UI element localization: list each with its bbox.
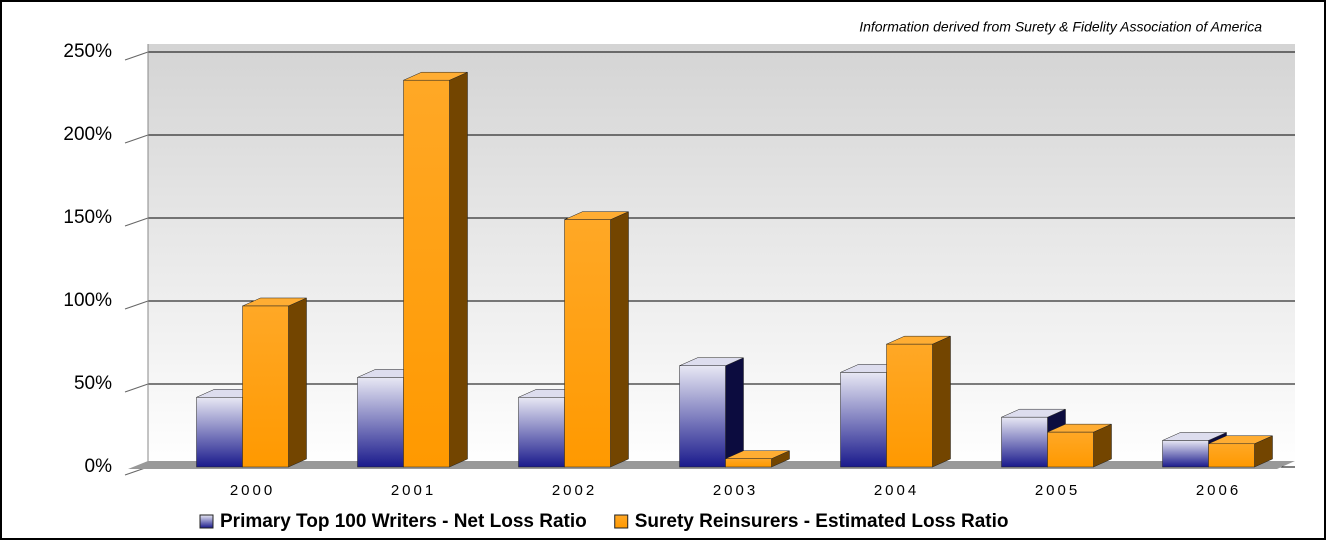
bar	[1162, 440, 1209, 468]
bar	[403, 79, 450, 468]
bar	[518, 397, 565, 468]
y-tick-label: 100%	[63, 290, 112, 311]
tick-mark	[124, 51, 149, 61]
bar-side	[610, 211, 629, 468]
bar	[1208, 443, 1255, 468]
legend-label: Primary Top 100 Writers - Net Loss Ratio	[220, 511, 587, 532]
y-tick-label: 50%	[74, 373, 112, 394]
tick-mark	[124, 217, 149, 227]
bar-side	[725, 357, 744, 468]
bar	[679, 365, 726, 468]
legend-swatch	[614, 514, 629, 529]
annotation: Information derived from Surety & Fideli…	[859, 19, 1262, 35]
bar	[725, 458, 772, 468]
tick-mark	[124, 300, 149, 310]
bar-side	[932, 335, 951, 468]
bar	[1001, 416, 1048, 468]
y-tick-label: 200%	[63, 124, 112, 145]
y-tick-label: 0%	[85, 456, 113, 477]
x-tick-label: 2004	[874, 482, 919, 499]
bar	[886, 343, 933, 468]
legend-swatch	[199, 514, 214, 529]
y-tick-label: 150%	[63, 207, 112, 228]
x-tick-label: 2006	[1196, 482, 1241, 499]
bar	[840, 372, 887, 468]
x-tick-label: 2003	[713, 482, 758, 499]
y-tick-label: 250%	[63, 41, 112, 62]
tick-mark	[124, 134, 149, 144]
bar	[357, 377, 404, 468]
x-tick-label: 2001	[391, 482, 436, 499]
bar	[1047, 431, 1094, 468]
bar	[564, 219, 611, 468]
bar	[196, 397, 243, 468]
tick-mark	[124, 383, 149, 393]
bar	[242, 305, 289, 468]
x-tick-label: 2002	[552, 482, 597, 499]
legend-label: Surety Reinsurers - Estimated Loss Ratio	[635, 511, 1009, 532]
x-tick-label: 2005	[1035, 482, 1080, 499]
bar-side	[288, 297, 307, 468]
x-tick-label: 2000	[230, 482, 275, 499]
bar-side	[449, 71, 468, 468]
